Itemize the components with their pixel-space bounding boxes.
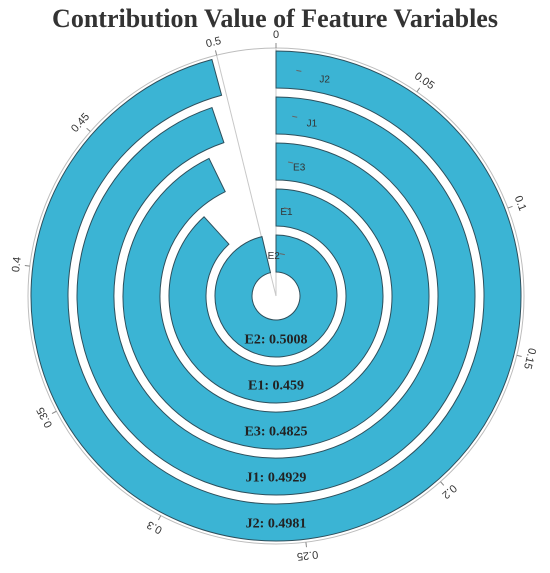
data-label-e1: E1: 0.459 — [248, 379, 304, 394]
angular-tick-label: 0.35 — [35, 405, 56, 430]
angular-tick-label: 0.25 — [296, 548, 319, 562]
angular-tick — [516, 354, 522, 358]
data-label-e2: E2: 0.5008 — [245, 333, 308, 348]
angular-tick-label: 0.4 — [10, 256, 24, 273]
angular-tick — [157, 515, 162, 521]
angular-tick-label: 0.05 — [412, 70, 436, 92]
angular-tick — [305, 542, 307, 548]
category-label-e1: E1 — [280, 207, 293, 218]
category-tick — [296, 69, 302, 72]
category-label-e2: E2 — [268, 251, 281, 262]
category-tick — [292, 115, 298, 118]
bars — [30, 50, 522, 542]
chart-title: Contribution Value of Feature Variables — [52, 4, 498, 33]
data-label-j1: J1: 0.4929 — [246, 471, 307, 486]
angular-tick-label: 0.2 — [439, 482, 458, 501]
angular-tick — [416, 87, 421, 93]
data-label-j2: J2: 0.4981 — [246, 517, 307, 532]
category-label-j2: J2 — [319, 74, 330, 85]
bar-j2 — [30, 50, 522, 542]
angular-tick — [86, 127, 91, 132]
data-labels: E2: 0.5008 E1: 0.459 E3: 0.4825 J1: 0.4929 J… — [245, 333, 308, 532]
bar-e2 — [214, 234, 338, 358]
category-tick — [287, 161, 294, 164]
angular-tick — [51, 410, 57, 415]
data-label-e3: E3: 0.4825 — [245, 425, 308, 440]
angular-tick — [440, 481, 445, 486]
angular-tick-label: 0.1 — [512, 194, 529, 213]
angular-tick-label: 0.15 — [521, 347, 538, 371]
category-axis: E2 E1 E3 J1 J2 — [268, 69, 330, 262]
angular-tick-label: 0.45 — [69, 111, 92, 135]
angular-tick-label: 0 — [273, 29, 279, 41]
angular-tick — [214, 50, 218, 56]
bar-j1 — [76, 96, 476, 496]
angular-tick-label: 0.5 — [205, 35, 223, 50]
category-label-j1: J1 — [307, 119, 318, 130]
bar-e1 — [168, 188, 384, 404]
category-tick — [279, 253, 285, 256]
bar-e3 — [122, 142, 430, 450]
angular-tick — [24, 265, 30, 267]
angular-tick — [507, 205, 513, 209]
angular-tick-label: 0.3 — [145, 518, 164, 536]
category-label-e3: E3 — [293, 163, 306, 174]
category-tick — [283, 207, 290, 210]
